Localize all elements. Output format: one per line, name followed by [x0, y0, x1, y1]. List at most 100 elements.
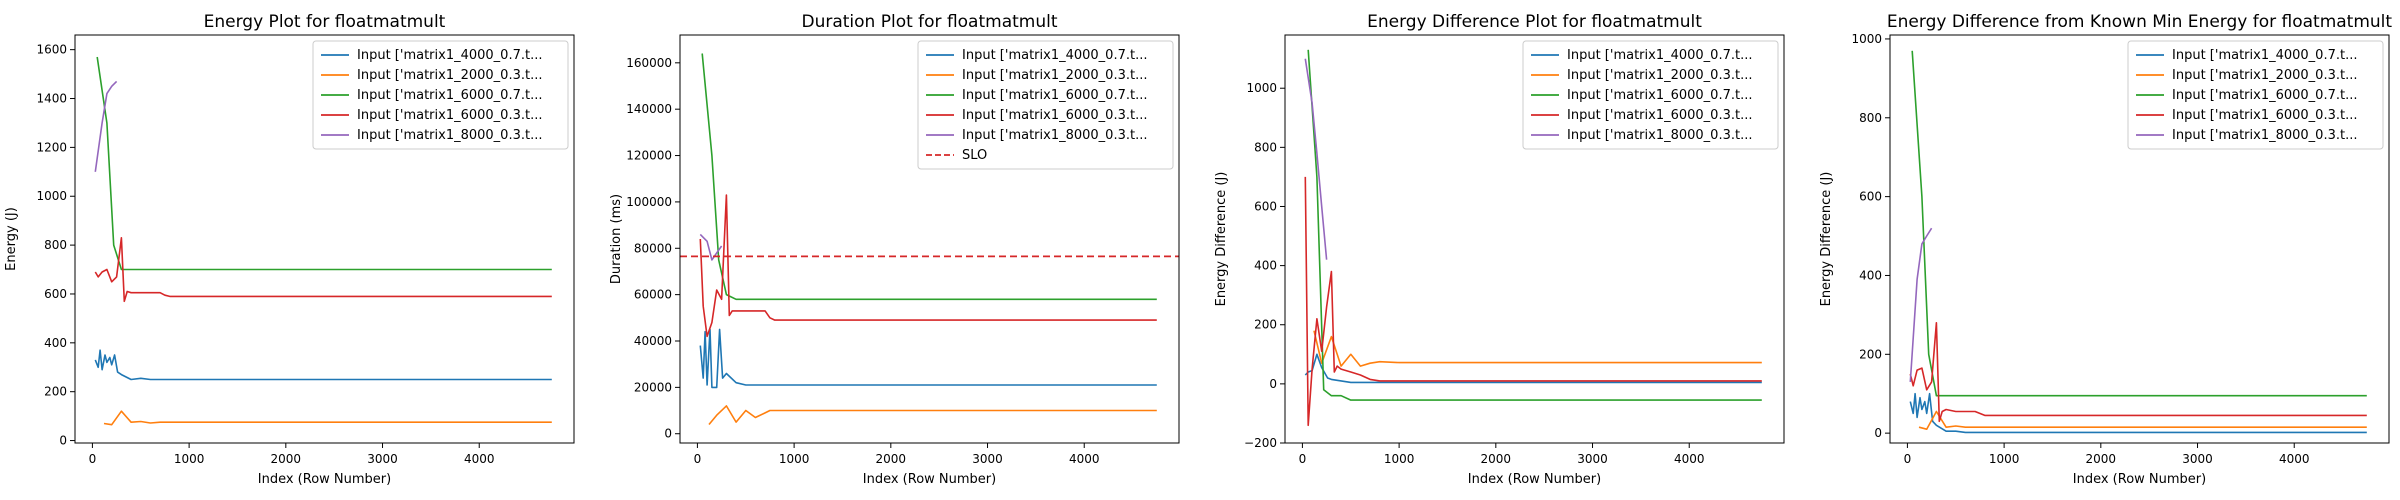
series-line-5 — [94, 80, 118, 172]
y-tick-label: 100000 — [626, 195, 672, 209]
series-line-1 — [1909, 392, 2367, 434]
plot-frame — [1284, 34, 1785, 444]
legend-label: Input ['matrix1_6000_0.7.t... — [1567, 88, 1752, 103]
legend: Input ['matrix1_4000_0.7.t... Input ['mat… — [1522, 40, 1779, 150]
legend-label: Input ['matrix1_4000_0.7.t... — [1567, 48, 1752, 63]
y-tick-label: 1000 — [1246, 81, 1277, 95]
chart-panel-4: Energy Difference from Known Min Energy … — [1819, 12, 2392, 487]
legend: Input ['matrix1_4000_0.7.t... Input ['mat… — [2127, 40, 2384, 150]
chart-title: Duration Plot for floatmatmult — [801, 12, 1057, 32]
x-tick-label: 1000 — [1384, 452, 1415, 466]
y-tick-label: 0 — [1269, 377, 1277, 391]
x-tick-label: 3000 — [972, 452, 1003, 466]
series-line-2 — [708, 405, 1157, 426]
legend-label: Input ['matrix1_6000_0.3.t... — [2172, 108, 2357, 123]
y-axis-label: Duration (ms) — [609, 194, 624, 284]
y-tick-label: −200 — [1244, 436, 1277, 450]
x-tick-label: 0 — [1299, 452, 1307, 466]
series-line-4 — [94, 237, 552, 303]
series-line-3 — [1307, 49, 1762, 401]
y-tick-label: 40000 — [634, 334, 672, 348]
legend-box — [312, 40, 569, 150]
series-line-5 — [1304, 58, 1328, 260]
y-tick-label: 1200 — [36, 140, 67, 154]
x-axis-label: Index (Row Number) — [863, 472, 996, 487]
y-tick-label: 0 — [59, 434, 67, 448]
plot-frame — [1889, 34, 2390, 444]
x-tick-label: 0 — [89, 452, 97, 466]
chart-title: Energy Difference Plot for floatmatmult — [1367, 12, 1702, 32]
legend-label: Input ['matrix1_2000_0.3.t... — [962, 68, 1147, 83]
chart-panel-1: Energy Plot for floatmatmult Index (Row N… — [4, 12, 575, 487]
y-tick-label: 140000 — [626, 102, 672, 116]
y-tick-label: 800 — [1859, 111, 1882, 125]
series-line-5 — [1909, 227, 1933, 382]
x-tick-label: 1000 — [779, 452, 810, 466]
x-tick-label: 0 — [694, 452, 702, 466]
series-line-2 — [1918, 410, 2367, 431]
legend-label: Input ['matrix1_6000_0.7.t... — [357, 88, 542, 103]
x-tick-label: 2000 — [271, 452, 302, 466]
series-line-1 — [1304, 353, 1762, 384]
series-line-4 — [1304, 176, 1762, 427]
plot-area — [680, 53, 1179, 426]
legend-label: SLO — [962, 148, 987, 163]
legend-label: Input ['matrix1_4000_0.7.t... — [357, 48, 542, 63]
series-line-2 — [1313, 330, 1762, 367]
legend-label: Input ['matrix1_2000_0.3.t... — [357, 68, 542, 83]
legend: Input ['matrix1_4000_0.7.t... Input ['mat… — [917, 40, 1174, 170]
legend-box — [917, 40, 1174, 170]
y-tick-label: 1600 — [36, 43, 67, 57]
y-tick-label: 1000 — [36, 189, 67, 203]
y-tick-label: 1400 — [36, 92, 67, 106]
legend-label: Input ['matrix1_2000_0.3.t... — [1567, 68, 1752, 83]
legend: Input ['matrix1_4000_0.7.t... Input ['mat… — [312, 40, 569, 150]
x-tick-label: 4000 — [1674, 452, 1705, 466]
y-tick-label: 800 — [1254, 140, 1277, 154]
y-tick-label: 0 — [1874, 426, 1882, 440]
x-tick-label: 0 — [1904, 452, 1912, 466]
y-tick-label: 200 — [44, 385, 67, 399]
y-tick-label: 200 — [1254, 318, 1277, 332]
legend-label: Input ['matrix1_6000_0.3.t... — [962, 108, 1147, 123]
x-tick-label: 1000 — [174, 452, 205, 466]
legend-label: Input ['matrix1_8000_0.3.t... — [962, 128, 1147, 143]
y-tick-label: 400 — [1254, 259, 1277, 273]
legend-box — [2127, 40, 2384, 150]
legend-label: Input ['matrix1_8000_0.3.t... — [357, 128, 542, 143]
chart-title: Energy Difference from Known Min Energy … — [1887, 12, 2392, 32]
plot-area — [1909, 50, 2367, 434]
series-line-4 — [1909, 321, 2367, 423]
y-tick-label: 400 — [44, 336, 67, 350]
series-line-2 — [103, 410, 552, 426]
y-tick-label: 200 — [1859, 347, 1882, 361]
legend-box — [1522, 40, 1779, 150]
plot-frame — [679, 34, 1180, 444]
y-axis-label: Energy (J) — [4, 207, 19, 271]
legend-label: Input ['matrix1_8000_0.3.t... — [2172, 128, 2357, 143]
legend-label: Input ['matrix1_4000_0.7.t... — [2172, 48, 2357, 63]
legend-label: Input ['matrix1_6000_0.3.t... — [1567, 108, 1752, 123]
x-tick-label: 1000 — [1989, 452, 2020, 466]
y-tick-label: 80000 — [634, 241, 672, 255]
legend-label: Input ['matrix1_6000_0.7.t... — [2172, 88, 2357, 103]
x-tick-label: 3000 — [367, 452, 398, 466]
series-line-4 — [699, 194, 1157, 338]
legend-label: Input ['matrix1_6000_0.3.t... — [357, 108, 542, 123]
plot-frame — [74, 34, 575, 444]
chart-title: Energy Plot for floatmatmult — [204, 12, 446, 32]
legend-label: Input ['matrix1_4000_0.7.t... — [962, 48, 1147, 63]
y-axis-label: Energy Difference (J) — [1819, 172, 1834, 307]
series-line-5 — [699, 233, 723, 261]
y-tick-label: 20000 — [634, 380, 672, 394]
y-tick-label: 400 — [1859, 268, 1882, 282]
y-tick-label: 0 — [664, 427, 672, 441]
x-axis-label: Index (Row Number) — [2073, 472, 2206, 487]
x-axis-label: Index (Row Number) — [1468, 472, 1601, 487]
plot-area — [1304, 49, 1762, 427]
chart-panel-2: Duration Plot for floatmatmult Index (Row… — [609, 12, 1180, 487]
y-axis-label: Energy Difference (J) — [1214, 172, 1229, 307]
x-tick-label: 3000 — [1577, 452, 1608, 466]
y-tick-label: 1000 — [1851, 32, 1882, 46]
